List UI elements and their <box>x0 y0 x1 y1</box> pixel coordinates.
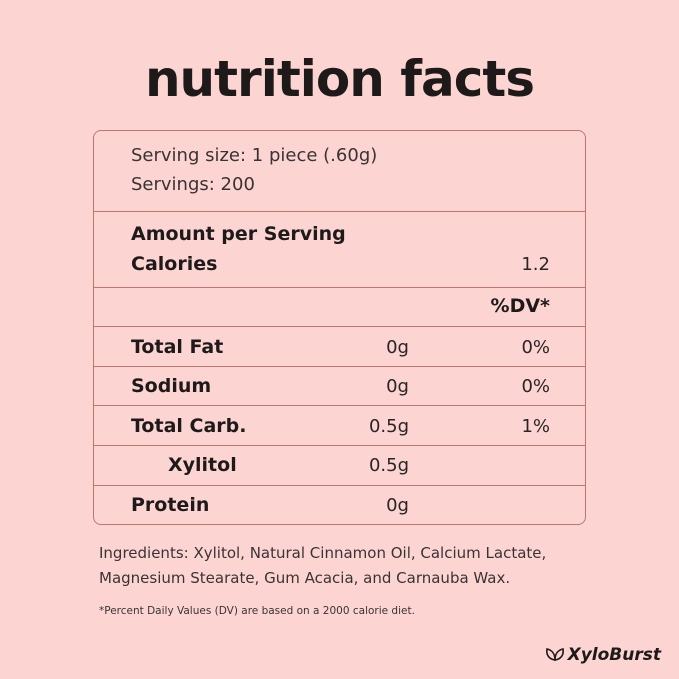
brand-icon <box>545 648 564 661</box>
separator <box>93 287 586 288</box>
nutrient-name: Protein <box>131 494 210 516</box>
nutrient-dv: 0% <box>521 337 550 358</box>
facts-box <box>93 130 586 525</box>
nutrient-name: Total Fat <box>131 336 224 358</box>
footnote: *Percent Daily Values (DV) are based on … <box>99 605 415 617</box>
brand: XyloBurst <box>545 645 661 665</box>
separator <box>93 445 586 446</box>
calories-label: Calories <box>131 253 218 275</box>
separator <box>93 366 586 367</box>
separator <box>93 211 586 212</box>
nutrient-amount: 0g <box>386 337 409 358</box>
nutrient-dv: 1% <box>521 416 550 437</box>
calories-value: 1.2 <box>521 254 550 275</box>
nutrient-amount: 0.5g <box>368 455 409 476</box>
ingredients: Ingredients: Xylitol, Natural Cinnamon O… <box>99 544 547 587</box>
nutrient-name: Total Carb. <box>131 415 247 437</box>
nutrient-amount: 0g <box>386 376 409 397</box>
separator <box>93 485 586 486</box>
nutrient-name: Xylitol <box>168 454 237 476</box>
title: nutrition facts <box>144 50 535 108</box>
nutrient-amount: 0g <box>386 495 409 516</box>
nutrient-dv: 0% <box>521 376 550 397</box>
serving-size: Serving size: 1 piece (.60g) <box>131 145 378 166</box>
nutrient-amount: 0.5g <box>368 416 409 437</box>
nutrient-name: Sodium <box>131 375 212 397</box>
amount-label: Amount per Serving <box>131 223 346 245</box>
servings: Servings: 200 <box>131 174 255 195</box>
brand-name: XyloBurst <box>567 645 661 665</box>
separator <box>93 326 586 327</box>
separator <box>93 405 586 406</box>
dv-header: %DV* <box>490 295 550 317</box>
